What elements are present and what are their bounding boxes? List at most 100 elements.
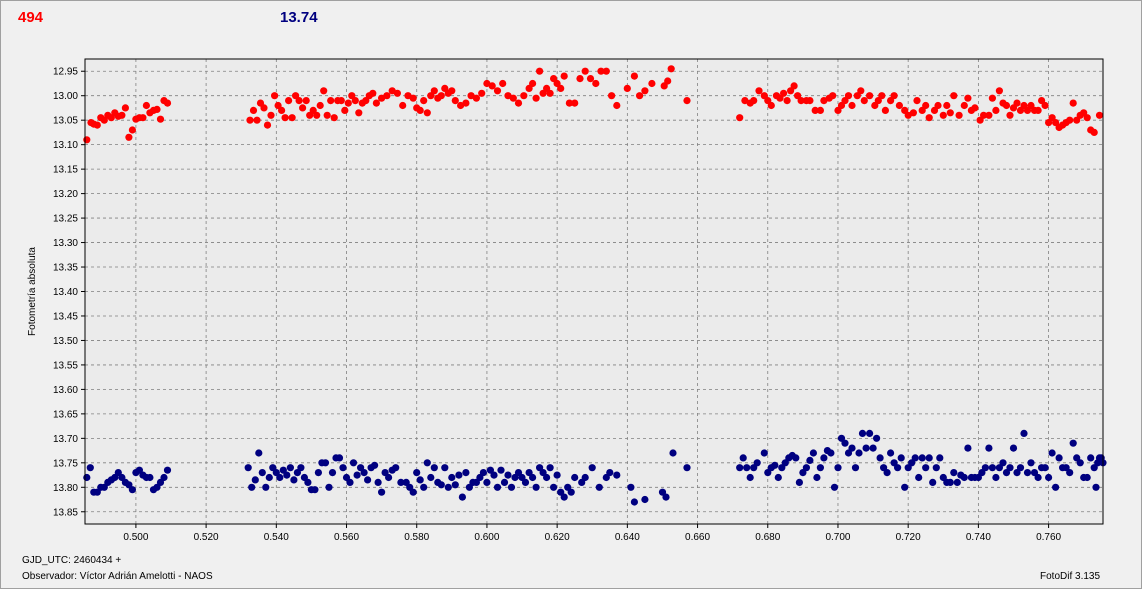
y-tick-label: 13.20 xyxy=(53,189,78,200)
data-point-blue xyxy=(792,454,800,462)
y-tick-label: 13.30 xyxy=(53,238,78,249)
data-point-blue xyxy=(413,469,421,477)
data-point-blue xyxy=(795,478,804,486)
data-point-red xyxy=(1006,111,1014,119)
data-point-blue xyxy=(841,439,849,447)
data-point-blue xyxy=(1027,459,1035,467)
data-point-blue xyxy=(371,461,379,469)
data-point-red xyxy=(302,97,310,105)
data-point-blue xyxy=(521,478,530,486)
data-point-blue xyxy=(876,454,884,462)
data-point-red xyxy=(925,114,933,122)
data-point-blue xyxy=(297,464,305,472)
data-point-blue xyxy=(641,495,649,504)
data-point-blue xyxy=(311,486,319,494)
data-point-red xyxy=(557,84,565,92)
data-point-blue xyxy=(813,473,821,482)
x-tick-label: 0.560 xyxy=(334,532,359,543)
data-point-red xyxy=(416,106,424,114)
data-point-blue xyxy=(960,473,968,482)
data-point-red xyxy=(576,75,584,83)
data-point-blue xyxy=(999,459,1007,467)
data-point-blue xyxy=(160,473,168,482)
data-point-red xyxy=(344,99,352,107)
data-point-blue xyxy=(262,483,270,491)
data-point-red xyxy=(260,104,268,112)
x-tick-label: 0.660 xyxy=(685,532,710,543)
data-point-red xyxy=(955,111,963,119)
data-point-blue xyxy=(1048,449,1056,457)
data-point-blue xyxy=(353,471,361,479)
data-point-red xyxy=(1090,128,1098,136)
data-point-red xyxy=(437,92,445,100)
data-point-blue xyxy=(349,459,358,467)
data-point-red xyxy=(383,92,391,100)
data-point-blue xyxy=(1009,444,1018,452)
data-point-blue xyxy=(86,464,94,472)
data-point-blue xyxy=(911,454,919,462)
data-point-red xyxy=(118,111,126,119)
data-point-red xyxy=(608,92,616,100)
data-point-blue xyxy=(163,466,172,474)
data-point-blue xyxy=(455,471,463,479)
data-point-red xyxy=(597,67,605,75)
data-point-red xyxy=(320,87,328,95)
data-point-red xyxy=(249,106,258,114)
data-point-red xyxy=(648,79,656,88)
data-point-red xyxy=(246,116,254,124)
data-point-blue xyxy=(251,476,259,484)
data-point-red xyxy=(995,87,1004,95)
data-point-red xyxy=(532,94,540,102)
data-point-blue xyxy=(441,464,449,472)
data-point-blue xyxy=(378,488,386,496)
data-point-blue xyxy=(392,464,400,472)
data-point-blue xyxy=(146,473,154,482)
data-point-red xyxy=(125,133,133,141)
x-tick-label: 0.680 xyxy=(755,532,780,543)
data-point-red xyxy=(866,92,874,100)
data-point-red xyxy=(121,104,129,112)
data-point-red xyxy=(448,87,456,95)
data-point-red xyxy=(565,99,574,107)
data-point-red xyxy=(586,75,595,83)
data-points xyxy=(83,65,1107,506)
data-point-red xyxy=(571,99,579,107)
data-point-blue xyxy=(416,476,424,484)
data-point-blue xyxy=(265,473,273,482)
data-point-red xyxy=(451,97,459,105)
data-point-blue xyxy=(887,449,895,457)
data-point-blue xyxy=(258,469,266,477)
data-point-red xyxy=(816,106,825,114)
data-point-blue xyxy=(529,473,537,482)
data-point-red xyxy=(939,111,947,119)
data-point-red xyxy=(488,82,496,90)
data-point-red xyxy=(271,92,279,100)
data-point-red xyxy=(736,114,744,122)
y-tick-label: 13.55 xyxy=(53,360,78,371)
y-tick-label: 12.95 xyxy=(53,67,78,78)
data-point-red xyxy=(895,101,904,110)
data-point-blue xyxy=(816,464,825,472)
data-point-blue xyxy=(897,454,905,462)
x-tick-label: 0.740 xyxy=(966,532,991,543)
y-tick-label: 13.40 xyxy=(53,287,78,298)
data-point-red xyxy=(369,89,377,97)
data-point-red xyxy=(263,121,272,129)
data-point-red xyxy=(630,72,639,80)
data-point-blue xyxy=(1023,469,1032,477)
data-point-red xyxy=(1034,106,1042,114)
data-point-blue xyxy=(588,464,596,472)
data-point-blue xyxy=(500,478,509,486)
data-point-blue xyxy=(1052,483,1060,491)
data-point-blue xyxy=(950,469,958,477)
data-point-red xyxy=(462,99,470,107)
data-point-red xyxy=(323,111,331,119)
y-tick-label: 13.35 xyxy=(53,263,78,274)
version-label: FotoDif 3.135 xyxy=(1040,571,1101,582)
data-point-red xyxy=(829,92,837,100)
data-point-blue xyxy=(462,469,470,477)
y-tick-label: 13.00 xyxy=(53,91,78,102)
data-point-red xyxy=(128,126,136,134)
data-point-blue xyxy=(290,476,298,484)
data-point-blue xyxy=(385,473,393,482)
